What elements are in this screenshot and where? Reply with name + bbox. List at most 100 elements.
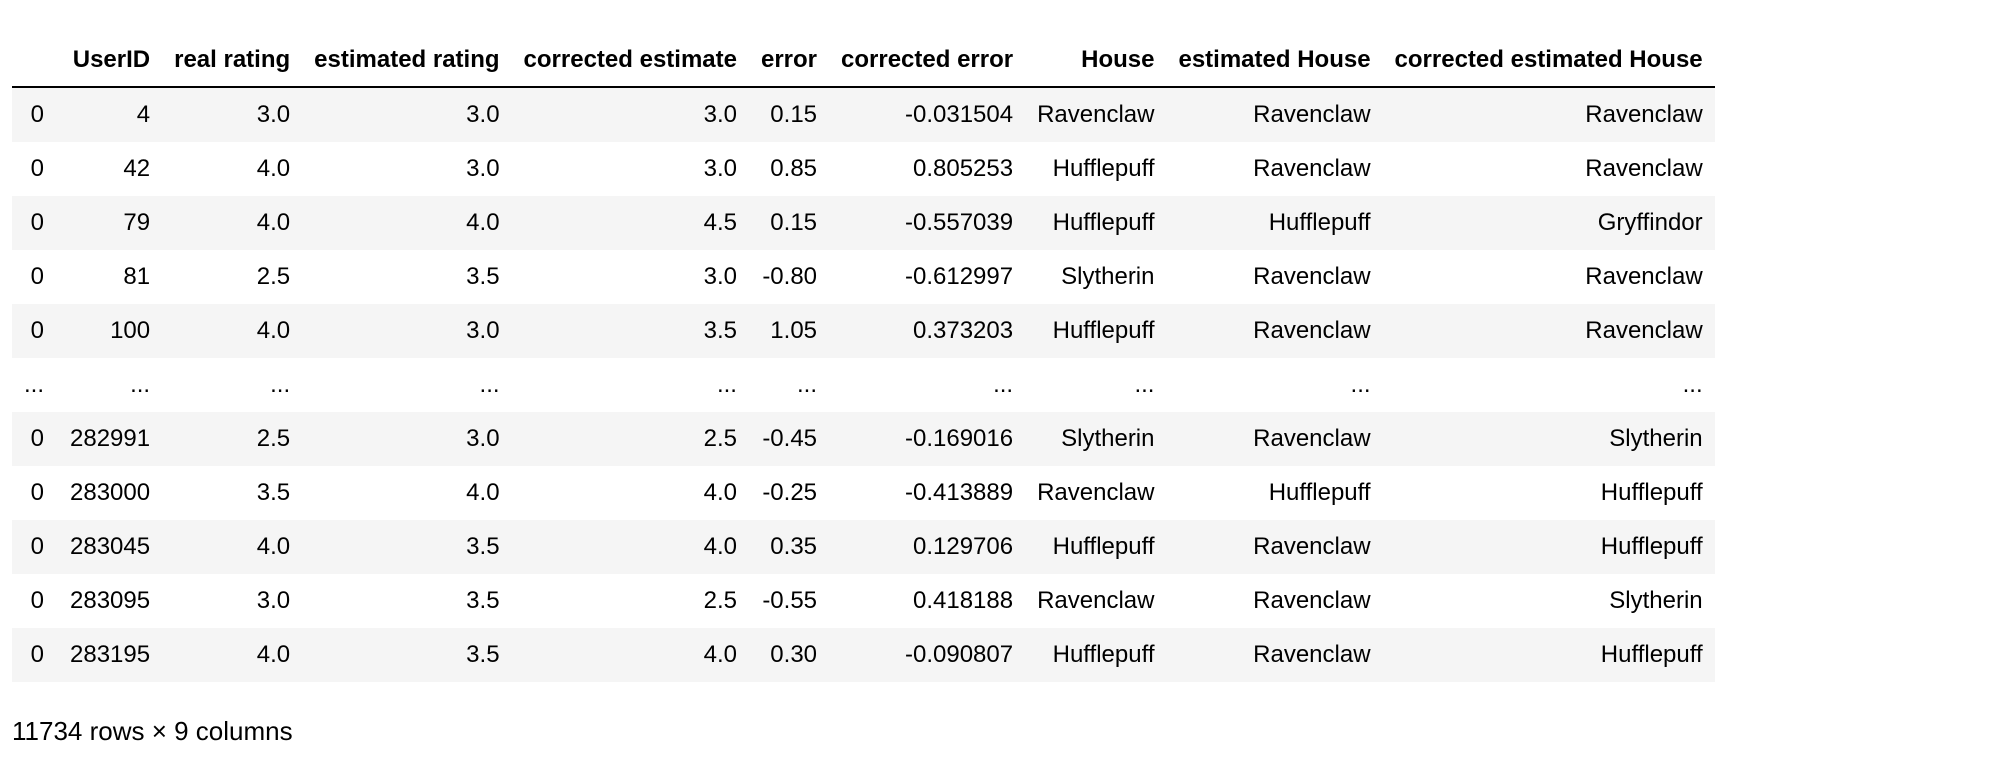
error-cell: 0.15 (770, 101, 818, 128)
userid-cell: 283000 (70, 479, 151, 506)
estimated-house-cell: Ravenclaw (1253, 155, 1371, 182)
table-row: 0 283045 4.0 3.5 4.0 0.35 0.129706 Hufflepuff Ra… (12, 520, 1715, 574)
estimated-rating-cell: 3.5 (466, 263, 500, 290)
corrected-error-cell: -0.090807 (905, 641, 1014, 668)
row-index-cell: ... (24, 371, 45, 398)
table-row: .............................. (12, 358, 1715, 412)
corrected-estimated-house-cell: Ravenclaw (1585, 101, 1703, 128)
estimated-rating-cell: 3.5 (466, 587, 500, 614)
userid-cell: 79 (123, 209, 151, 236)
error-cell: 0.85 (770, 155, 818, 182)
corrected-estimated-house-cell: Gryffindor (1597, 209, 1703, 236)
estimated-rating-cell: ... (479, 371, 500, 398)
house-cell: Hufflepuff (1052, 155, 1155, 182)
row-index-cell: 0 (30, 101, 45, 128)
corrected-estimate-cell: 3.0 (703, 155, 737, 182)
estimated-rating-cell: 3.0 (466, 425, 500, 452)
table-row: 0 42 4.0 3.0 3.0 0.85 0.805253 Hufflepuff Ravenc… (12, 142, 1715, 196)
userid-cell: 100 (110, 317, 151, 344)
column-header-estimated-house: estimated House (1166, 36, 1383, 88)
error-cell: -0.55 (762, 587, 818, 614)
estimated-rating-cell: 3.0 (466, 101, 500, 128)
estimated-house-cell: Hufflepuff (1268, 479, 1371, 506)
column-header-index (12, 36, 59, 88)
estimated-house-cell: Ravenclaw (1253, 587, 1371, 614)
userid-cell: 283045 (70, 533, 151, 560)
error-cell: -0.25 (762, 479, 818, 506)
real-rating-cell: 2.5 (256, 425, 291, 452)
house-cell: Ravenclaw (1037, 587, 1155, 614)
row-index-cell: 0 (30, 263, 45, 290)
real-rating-cell: 4.0 (256, 533, 291, 560)
real-rating-cell: 3.0 (256, 101, 291, 128)
estimated-rating-cell: 4.0 (466, 479, 500, 506)
estimated-house-cell: Ravenclaw (1253, 425, 1371, 452)
estimated-house-cell: ... (1350, 371, 1371, 398)
house-cell: Hufflepuff (1052, 209, 1155, 236)
row-index-cell: 0 (30, 479, 45, 506)
userid-cell: 4 (136, 101, 151, 128)
corrected-estimate-cell: 4.0 (703, 533, 737, 560)
userid-cell: 42 (123, 155, 151, 182)
corrected-estimate-cell: 3.0 (703, 101, 737, 128)
error-cell: 1.05 (770, 317, 818, 344)
house-cell: Ravenclaw (1037, 479, 1155, 506)
estimated-rating-cell: 3.0 (466, 155, 500, 182)
estimated-house-cell: Ravenclaw (1253, 263, 1371, 290)
estimated-house-cell: Ravenclaw (1253, 533, 1371, 560)
corrected-error-cell: -0.557039 (905, 209, 1014, 236)
corrected-estimated-house-cell: Ravenclaw (1585, 155, 1703, 182)
row-index-cell: 0 (30, 425, 45, 452)
real-rating-cell: 4.0 (256, 641, 291, 668)
corrected-estimate-cell: 2.5 (703, 587, 737, 614)
house-cell: Hufflepuff (1052, 533, 1155, 560)
userid-cell: 81 (123, 263, 151, 290)
error-cell: ... (797, 371, 818, 398)
error-cell: -0.45 (762, 425, 818, 452)
corrected-estimated-house-cell: Hufflepuff (1600, 479, 1703, 506)
house-cell: Slytherin (1061, 425, 1155, 452)
real-rating-cell: 4.0 (256, 209, 291, 236)
dataframe-output: UserID real rating estimated rating corr… (12, 36, 1715, 682)
error-cell: 0.30 (770, 641, 818, 668)
corrected-error-cell: 0.373203 (912, 317, 1014, 344)
estimated-rating-cell: 3.5 (466, 641, 500, 668)
table-row: 0 100 4.0 3.0 3.5 1.05 0.373203 Hufflepuff Raven… (12, 304, 1715, 358)
column-header-house: House (1025, 36, 1167, 88)
corrected-estimated-house-cell: ... (1682, 371, 1703, 398)
corrected-estimate-cell: 3.5 (703, 317, 737, 344)
corrected-estimate-cell: 4.0 (703, 479, 737, 506)
error-cell: 0.35 (770, 533, 818, 560)
house-cell: Slytherin (1061, 263, 1155, 290)
estimated-rating-cell: 3.5 (466, 533, 500, 560)
corrected-estimate-cell: 3.0 (703, 263, 737, 290)
estimated-rating-cell: 3.0 (466, 317, 500, 344)
table-body: 0 4 3.0 3.0 3.0 0.15 -0.031504 Ravenclaw Ravencl… (12, 87, 1715, 682)
corrected-estimated-house-cell: Slytherin (1609, 425, 1703, 452)
userid-cell: 282991 (70, 425, 151, 452)
corrected-error-cell: -0.413889 (905, 479, 1014, 506)
userid-cell: 283195 (70, 641, 151, 668)
error-cell: 0.15 (770, 209, 818, 236)
corrected-estimate-cell: 4.5 (703, 209, 737, 236)
row-index-cell: 0 (30, 317, 45, 344)
corrected-estimated-house-cell: Slytherin (1609, 587, 1703, 614)
real-rating-cell: ... (270, 371, 291, 398)
corrected-estimate-cell: 4.0 (703, 641, 737, 668)
table-row: 0 79 4.0 4.0 4.5 0.15 -0.557039 Hufflepuff Huffl… (12, 196, 1715, 250)
corrected-error-cell: -0.169016 (905, 425, 1014, 452)
table-row: 0 283195 4.0 3.5 4.0 0.30 -0.090807 Hufflepuff R… (12, 628, 1715, 682)
row-index-cell: 0 (30, 209, 45, 236)
header-row: UserID real rating estimated rating corr… (12, 36, 1715, 88)
estimated-house-cell: Ravenclaw (1253, 101, 1371, 128)
row-index-cell: 0 (30, 641, 45, 668)
real-rating-cell: 4.0 (256, 317, 291, 344)
real-rating-cell: 4.0 (256, 155, 291, 182)
house-cell: ... (1134, 371, 1155, 398)
corrected-error-cell: 0.129706 (912, 533, 1014, 560)
column-header-estimated-rating: estimated rating (302, 36, 512, 88)
real-rating-cell: 3.0 (256, 587, 291, 614)
corrected-estimated-house-cell: Ravenclaw (1585, 263, 1703, 290)
corrected-error-cell: 0.805253 (912, 155, 1014, 182)
table-row: 0 282991 2.5 3.0 2.5 -0.45 -0.169016 Slytherin R… (12, 412, 1715, 466)
